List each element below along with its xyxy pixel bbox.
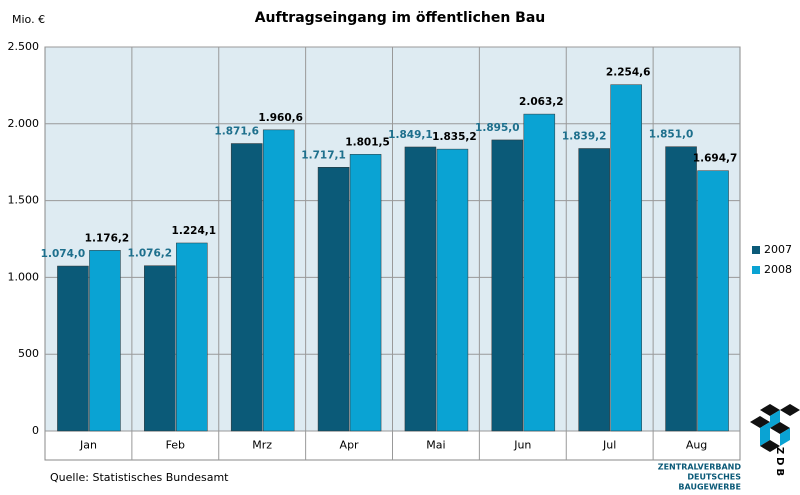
source: Quelle: Statistisches Bundesamt <box>50 471 229 484</box>
bar <box>349 154 382 432</box>
x-tick-label: Aug <box>686 439 707 452</box>
value-label: 1.074,0 <box>41 248 86 260</box>
x-tick-label: Feb <box>166 439 185 452</box>
value-label: 1.895,0 <box>475 122 520 134</box>
bar <box>697 170 729 432</box>
bar <box>665 146 697 432</box>
logo <box>750 404 800 452</box>
value-label: 1.694,7 <box>693 153 738 165</box>
bar <box>57 265 89 432</box>
logo-line: DEUTSCHES <box>687 473 741 482</box>
y-tick-label: 1.000 <box>8 270 40 283</box>
bar <box>404 146 437 432</box>
y-tick-label: 2.000 <box>8 117 40 130</box>
value-label: 1.851,0 <box>649 129 694 141</box>
bar <box>610 84 642 432</box>
value-label: 1.224,1 <box>172 225 217 237</box>
value-label: 1.176,2 <box>85 232 130 244</box>
value-label: 1.849,1 <box>388 129 433 141</box>
value-label: 1.801,5 <box>345 136 390 148</box>
x-tick-label: Mrz <box>252 439 272 452</box>
logo-line: ZENTRALVERBAND <box>658 463 742 472</box>
bar <box>176 242 208 432</box>
bar <box>230 143 263 432</box>
value-label: 1.076,2 <box>128 248 173 260</box>
legend-label: 2007 <box>764 243 792 256</box>
y-tick-label: 0 <box>32 424 39 437</box>
bar <box>491 139 524 432</box>
legend-label: 2008 <box>764 263 792 276</box>
value-label: 1.835,2 <box>432 131 477 143</box>
x-tick-label: Jul <box>602 439 616 452</box>
logo-letters: ZDB <box>774 447 785 479</box>
logo-line: BAUGEWERBE <box>678 483 741 492</box>
x-tick-label: Jun <box>513 439 531 452</box>
x-tick-label: Apr <box>340 439 360 452</box>
legend-swatch <box>752 266 760 274</box>
y-tick-label: 1.500 <box>8 194 40 207</box>
bar <box>89 250 121 432</box>
bar <box>317 167 350 432</box>
bar <box>262 129 295 432</box>
bar <box>523 113 556 432</box>
value-label: 1.960,6 <box>258 112 303 124</box>
bar <box>436 148 469 432</box>
x-tick-label: Mai <box>426 439 445 452</box>
value-label: 1.839,2 <box>562 130 607 142</box>
value-label: 1.871,6 <box>214 126 259 138</box>
bar <box>144 265 176 432</box>
bar <box>578 148 610 432</box>
y-axis-label: Mio. € <box>12 13 45 26</box>
x-tick-label: Jan <box>79 439 97 452</box>
value-label: 2.254,6 <box>606 67 651 79</box>
legend-swatch <box>752 246 760 254</box>
value-label: 2.063,2 <box>519 96 564 108</box>
chart-title: Auftragseingang im öffentlichen Bau <box>255 10 546 26</box>
value-label: 1.717,1 <box>301 149 346 161</box>
y-tick-label: 2.500 <box>8 40 40 53</box>
y-tick-label: 500 <box>18 347 39 360</box>
